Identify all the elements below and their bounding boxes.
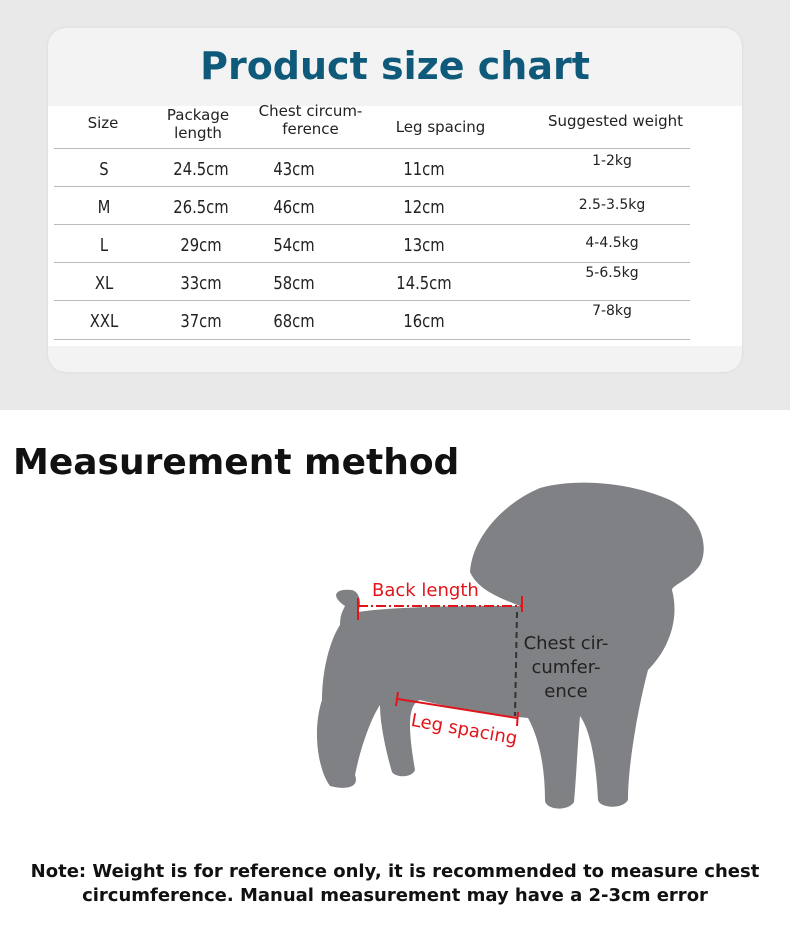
measurement-heading: Measurement method: [13, 442, 460, 483]
chest-cell: 68cm: [273, 311, 315, 332]
note-line: Note: Weight is for reference only, it i…: [30, 861, 760, 882]
header-package-length: Package length: [148, 106, 248, 142]
table-row: XL 33cm 58cm 14.5cm 5-6.5kg: [54, 262, 690, 301]
size-cell: M: [97, 197, 111, 218]
note: Note: Weight is for reference only, it i…: [0, 860, 790, 908]
leg-spacing-cell: 14.5cm: [396, 273, 452, 294]
chest-cell: 54cm: [273, 235, 315, 256]
suggested-weight-cell: 7-8kg: [592, 303, 632, 319]
leg-spacing-cell: 11cm: [403, 159, 445, 180]
back-length-label: Back length: [372, 580, 479, 601]
package-length-cell: 29cm: [180, 235, 222, 256]
package-length-cell: 24.5cm: [173, 159, 229, 180]
suggested-weight-cell: 1-2kg: [592, 153, 632, 169]
size-cell: XL: [94, 273, 114, 294]
chest-cell: 58cm: [273, 273, 315, 294]
package-length-cell: 33cm: [180, 273, 222, 294]
table-row: M 26.5cm 46cm 12cm 2.5-3.5kg: [54, 186, 690, 225]
table-row: L 29cm 54cm 13cm 4-4.5kg: [54, 224, 690, 263]
suggested-weight-cell: 2.5-3.5kg: [578, 197, 646, 213]
dog-silhouette: [316, 482, 704, 809]
leg-spacing-tick: [516, 711, 519, 727]
package-length-cell: 26.5cm: [173, 197, 229, 218]
table-row: XXL 37cm 68cm 16cm 7-8kg: [54, 300, 690, 340]
leg-spacing-tick: [395, 691, 399, 707]
header-line: Chest circum-: [258, 102, 363, 120]
header-line: ference: [282, 120, 339, 138]
chest-cell: 43cm: [273, 159, 315, 180]
header-size: Size: [87, 114, 119, 132]
chest-cell: 46cm: [273, 197, 315, 218]
table-row: S 24.5cm 43cm 11cm 1-2kg: [54, 148, 690, 187]
note-line: circumference. Manual measurement may ha…: [82, 885, 708, 906]
leg-spacing-cell: 13cm: [403, 235, 445, 256]
chest-label-line: ence: [544, 681, 588, 702]
header-leg-spacing: Leg spacing: [395, 118, 486, 136]
suggested-weight-cell: 5-6.5kg: [585, 265, 639, 281]
suggested-weight-cell: 4-4.5kg: [585, 235, 639, 251]
chest-label: Chest cir- cumfer- ence: [521, 632, 611, 704]
size-cell: XXL: [89, 311, 119, 332]
size-chart-card: Product size chart Size Package length Ch…: [48, 28, 742, 372]
size-cell: L: [99, 235, 109, 256]
chest-label-line: Chest cir-: [523, 633, 609, 654]
header-chest: Chest circum-ference: [248, 102, 373, 138]
size-cell: S: [99, 159, 109, 180]
chest-line: [514, 611, 518, 717]
header-suggested-weight: Suggested weight: [547, 112, 684, 130]
package-length-cell: 37cm: [180, 311, 222, 332]
chest-label-line: cumfer-: [531, 657, 601, 678]
size-table: Size Package length Chest circum-ference …: [48, 102, 742, 346]
header-line: Package: [166, 106, 230, 124]
leg-spacing-cell: 12cm: [403, 197, 445, 218]
leg-spacing-cell: 16cm: [403, 311, 445, 332]
header-line: length: [174, 124, 222, 142]
chart-title: Product size chart: [200, 44, 590, 88]
leg-spacing-line: [397, 698, 518, 719]
